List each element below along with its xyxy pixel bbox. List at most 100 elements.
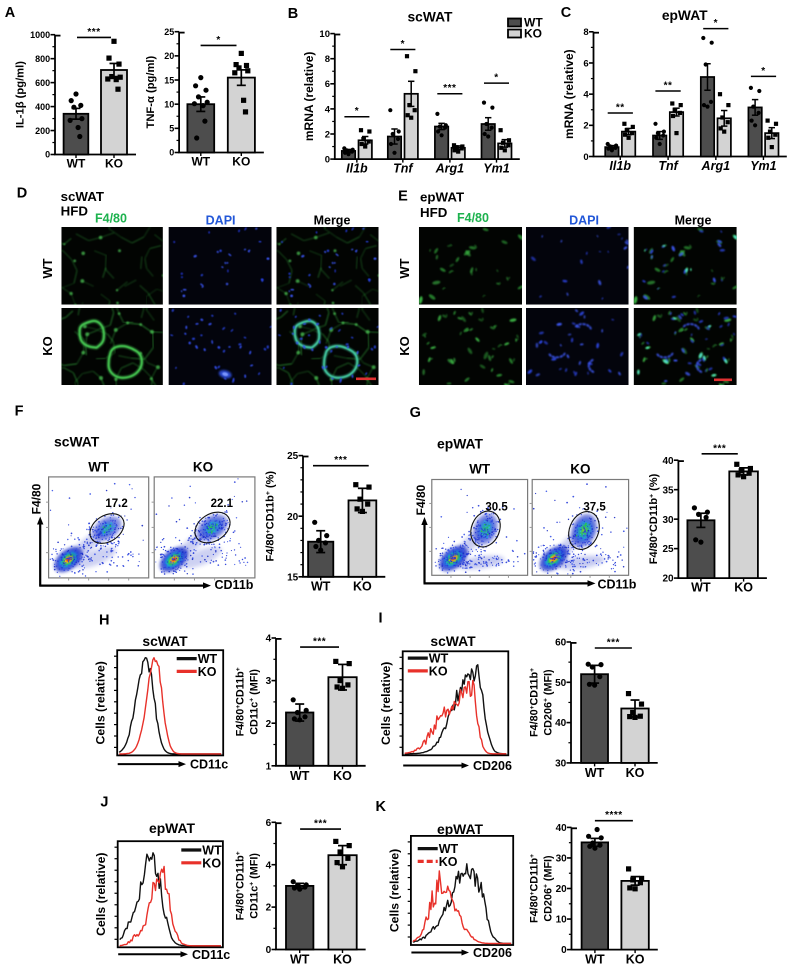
- svg-text:30: 30: [556, 854, 568, 865]
- svg-text:Cells (relative): Cells (relative): [94, 853, 108, 936]
- svg-text:Ym1: Ym1: [483, 162, 509, 176]
- svg-text:J: J: [100, 794, 108, 810]
- svg-text:**: **: [616, 103, 625, 114]
- svg-text:F4/80: F4/80: [457, 211, 489, 225]
- svg-text:1: 1: [266, 761, 272, 772]
- svg-text:HFD: HFD: [420, 205, 448, 220]
- svg-text:C: C: [561, 5, 572, 21]
- svg-text:2: 2: [583, 121, 588, 132]
- svg-text:K: K: [375, 799, 386, 815]
- svg-text:IL-1β (pg/ml): IL-1β (pg/ml): [15, 61, 27, 128]
- svg-text:KO: KO: [232, 155, 250, 169]
- svg-text:Il1b: Il1b: [346, 162, 368, 176]
- svg-text:B: B: [288, 6, 298, 22]
- svg-text:40: 40: [662, 456, 674, 467]
- svg-text:0: 0: [169, 148, 174, 158]
- svg-text:mRNA (relative): mRNA (relative): [562, 49, 576, 139]
- svg-text:Tnf: Tnf: [658, 159, 679, 173]
- svg-text:KO: KO: [626, 953, 645, 967]
- svg-text:DAPI: DAPI: [569, 214, 599, 228]
- svg-text:10: 10: [556, 915, 568, 926]
- svg-text:KO: KO: [397, 336, 412, 356]
- svg-text:*: *: [714, 18, 718, 29]
- svg-text:KO: KO: [429, 664, 448, 678]
- svg-text:2: 2: [325, 129, 330, 140]
- svg-text:WT: WT: [691, 581, 711, 595]
- svg-text:30: 30: [555, 759, 567, 770]
- svg-text:40: 40: [556, 823, 568, 834]
- svg-text:KO: KO: [333, 953, 352, 967]
- svg-text:WT: WT: [311, 579, 331, 593]
- svg-text:CD206: CD206: [473, 759, 512, 773]
- svg-text:CD11c+ (MFI): CD11c+ (MFI): [248, 853, 260, 919]
- svg-text:37.5: 37.5: [583, 502, 606, 514]
- svg-text:WT: WT: [469, 462, 491, 477]
- svg-text:*: *: [761, 66, 765, 77]
- svg-text:25: 25: [662, 544, 674, 555]
- svg-text:KO: KO: [626, 766, 645, 780]
- svg-text:TNF-α (pg/ml): TNF-α (pg/ml): [145, 55, 157, 128]
- svg-text:5: 5: [169, 124, 174, 134]
- svg-text:***: ***: [713, 443, 726, 454]
- svg-text:A: A: [5, 5, 16, 21]
- svg-text:*: *: [494, 73, 498, 84]
- svg-text:*: *: [216, 35, 220, 46]
- svg-text:Merge: Merge: [314, 214, 351, 228]
- svg-text:35: 35: [662, 485, 674, 496]
- svg-text:scWAT: scWAT: [142, 633, 188, 649]
- svg-text:H: H: [99, 613, 109, 629]
- svg-text:WT: WT: [585, 766, 605, 780]
- svg-text:WT: WT: [67, 157, 86, 171]
- svg-text:CD11b: CD11b: [598, 577, 637, 591]
- svg-text:0: 0: [266, 945, 272, 956]
- svg-text:4: 4: [583, 90, 589, 101]
- svg-text:WT: WT: [585, 953, 605, 967]
- svg-text:scWAT: scWAT: [408, 9, 454, 24]
- svg-text:CD206+ (MFI): CD206+ (MFI): [542, 669, 554, 736]
- svg-text:10: 10: [319, 29, 330, 40]
- svg-text:Ym1: Ym1: [750, 159, 776, 173]
- svg-text:E: E: [398, 189, 408, 205]
- svg-text:DAPI: DAPI: [206, 214, 236, 228]
- svg-text:22.1: 22.1: [211, 498, 234, 510]
- svg-text:F4/80: F4/80: [95, 212, 127, 226]
- svg-text:20: 20: [164, 51, 174, 61]
- svg-text:***: ***: [607, 638, 620, 649]
- svg-text:6: 6: [266, 818, 272, 829]
- svg-text:0: 0: [583, 152, 588, 163]
- svg-text:*: *: [355, 106, 359, 117]
- svg-text:***: ***: [87, 27, 100, 38]
- svg-text:800: 800: [35, 54, 50, 64]
- svg-text:epWAT: epWAT: [149, 820, 196, 836]
- svg-text:Arg1: Arg1: [701, 159, 731, 173]
- svg-text:F4/80: F4/80: [30, 483, 44, 514]
- svg-text:8: 8: [325, 54, 330, 65]
- svg-text:Tnf: Tnf: [393, 162, 414, 176]
- svg-text:50: 50: [555, 678, 567, 689]
- svg-text:WT: WT: [191, 155, 210, 169]
- svg-text:6: 6: [325, 79, 330, 90]
- svg-text:8: 8: [583, 27, 588, 38]
- svg-text:40: 40: [555, 718, 567, 729]
- svg-text:4: 4: [325, 104, 331, 115]
- svg-text:***: ***: [443, 83, 456, 94]
- svg-text:1000: 1000: [30, 30, 50, 40]
- svg-text:F4/80+CD11b+: F4/80+CD11b+: [235, 667, 247, 736]
- svg-text:D: D: [17, 186, 27, 202]
- svg-text:I: I: [378, 610, 382, 626]
- svg-text:15: 15: [287, 572, 299, 583]
- svg-text:mRNA (relative): mRNA (relative): [302, 52, 316, 142]
- svg-text:CD11c: CD11c: [190, 758, 228, 772]
- svg-text:0: 0: [561, 945, 567, 956]
- svg-text:20: 20: [662, 574, 674, 585]
- svg-text:F4/80+CD11b+ (%): F4/80+CD11b+ (%): [265, 471, 277, 562]
- svg-text:F4/80+CD11b+: F4/80+CD11b+: [235, 851, 247, 920]
- svg-text:200: 200: [35, 126, 50, 136]
- svg-text:WT: WT: [40, 258, 55, 278]
- svg-text:KO: KO: [333, 769, 352, 783]
- svg-text:***: ***: [313, 637, 326, 648]
- svg-text:WT: WT: [397, 258, 412, 278]
- svg-text:CD11c: CD11c: [192, 948, 230, 962]
- svg-text:F4/80: F4/80: [414, 484, 428, 515]
- svg-text:25: 25: [287, 451, 299, 462]
